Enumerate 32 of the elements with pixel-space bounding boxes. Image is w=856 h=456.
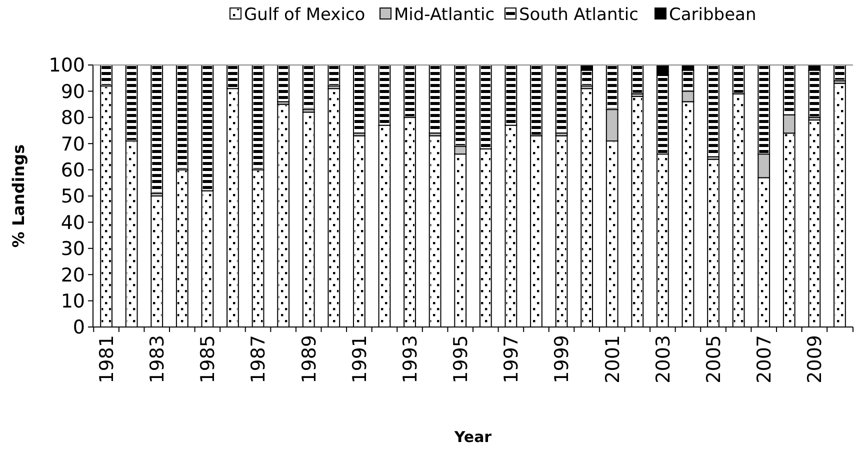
legend-label: Caribbean <box>669 4 756 25</box>
legend-label: Mid-Atlantic <box>394 4 495 25</box>
y-tick-label: 10 <box>60 290 85 312</box>
y-tick-label: 100 <box>48 54 85 77</box>
x-tick-label: 1989 <box>298 335 320 384</box>
x-tick-label: 1991 <box>348 335 371 384</box>
x-tick-label: 1997 <box>500 335 523 384</box>
x-tick-label: 2001 <box>602 335 624 384</box>
y-tick-label: 80 <box>60 107 85 130</box>
y-tick-label: 40 <box>60 212 85 234</box>
y-tick-label: 70 <box>60 133 85 156</box>
x-tick-label: 1985 <box>197 335 220 384</box>
x-tick-label: 2003 <box>652 335 674 384</box>
x-tick-label: 1999 <box>551 335 574 384</box>
legend-label: South Atlantic <box>519 4 638 25</box>
x-tick-label: 1995 <box>450 335 472 384</box>
y-tick-label: 0 <box>72 316 85 339</box>
x-tick-label: 1981 <box>96 335 118 384</box>
x-tick-label: 1987 <box>248 335 270 384</box>
x-tick-label: 2007 <box>754 335 776 384</box>
x-axis-title: Year <box>453 428 492 446</box>
y-tick-label: 30 <box>60 238 85 260</box>
x-tick-label: 1983 <box>146 335 169 384</box>
x-tick-label: 2009 <box>804 335 826 384</box>
y-tick-label: 60 <box>60 159 85 182</box>
x-tick-label: 2005 <box>702 335 725 384</box>
y-tick-label: 20 <box>60 264 85 286</box>
y-tick-label: 90 <box>60 80 85 103</box>
y-axis-title: % Landings <box>9 144 28 248</box>
legend-label: Gulf of Mexico <box>244 4 366 25</box>
x-tick-label: 1993 <box>399 335 422 384</box>
y-tick-label: 50 <box>60 186 85 208</box>
